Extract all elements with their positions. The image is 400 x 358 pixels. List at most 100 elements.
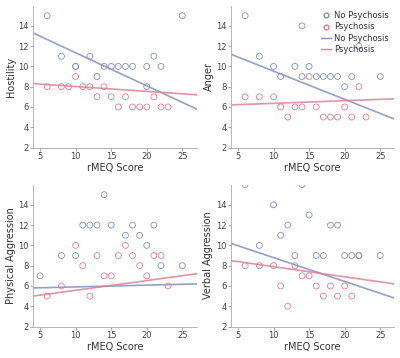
Point	[256, 263, 262, 268]
Point	[129, 222, 136, 228]
Point	[108, 94, 114, 100]
Point	[129, 63, 136, 69]
Point	[292, 104, 298, 110]
Point	[320, 114, 326, 120]
Point	[313, 74, 320, 79]
Point	[179, 13, 186, 19]
Point	[334, 222, 341, 228]
Point	[122, 63, 129, 69]
Y-axis label: Verbal Aggression: Verbal Aggression	[204, 212, 214, 299]
Point	[72, 74, 79, 79]
Point	[101, 84, 107, 90]
Point	[87, 222, 93, 228]
Point	[313, 283, 320, 289]
Point	[348, 293, 355, 299]
X-axis label: rMEQ Score: rMEQ Score	[86, 343, 143, 352]
Point	[327, 222, 334, 228]
Point	[80, 263, 86, 268]
Point	[327, 74, 334, 79]
Point	[313, 104, 320, 110]
Point	[144, 84, 150, 90]
Point	[151, 94, 157, 100]
Point	[158, 263, 164, 268]
Point	[284, 222, 291, 228]
Point	[342, 283, 348, 289]
Point	[94, 222, 100, 228]
Point	[299, 74, 305, 79]
Point	[320, 253, 326, 258]
Point	[334, 74, 341, 79]
Point	[136, 232, 143, 238]
Point	[299, 182, 305, 188]
Point	[151, 53, 157, 59]
Point	[270, 63, 277, 69]
Point	[320, 74, 326, 79]
Point	[284, 114, 291, 120]
Point	[242, 182, 248, 188]
Point	[306, 212, 312, 218]
Point	[44, 293, 50, 299]
Point	[278, 283, 284, 289]
Point	[334, 114, 341, 120]
Point	[348, 114, 355, 120]
Point	[58, 283, 65, 289]
Point	[115, 104, 122, 110]
X-axis label: rMEQ Score: rMEQ Score	[284, 343, 341, 352]
Point	[37, 273, 43, 279]
Point	[108, 222, 114, 228]
Point	[179, 263, 186, 268]
Y-axis label: Physical Aggression: Physical Aggression	[6, 207, 16, 304]
Point	[144, 242, 150, 248]
Point	[299, 104, 305, 110]
Point	[72, 242, 79, 248]
Point	[122, 94, 129, 100]
Point	[270, 263, 277, 268]
Point	[342, 104, 348, 110]
Point	[278, 74, 284, 79]
Point	[72, 63, 79, 69]
Point	[158, 253, 164, 258]
Point	[348, 253, 355, 258]
Point	[270, 202, 277, 208]
Point	[122, 232, 129, 238]
Point	[101, 273, 107, 279]
Legend: No Psychosis, Psychosis, No Psychosis, Psychosis: No Psychosis, Psychosis, No Psychosis, P…	[320, 10, 390, 55]
Point	[278, 232, 284, 238]
Point	[356, 43, 362, 49]
Point	[80, 222, 86, 228]
Point	[242, 13, 248, 19]
Point	[144, 273, 150, 279]
Point	[292, 263, 298, 268]
Point	[58, 53, 65, 59]
Point	[242, 94, 248, 100]
Point	[327, 283, 334, 289]
Point	[80, 84, 86, 90]
Point	[58, 84, 65, 90]
Point	[165, 104, 171, 110]
Point	[136, 263, 143, 268]
Y-axis label: Anger: Anger	[204, 62, 214, 91]
Point	[44, 13, 50, 19]
Point	[348, 74, 355, 79]
Point	[87, 53, 93, 59]
Point	[313, 253, 320, 258]
Point	[356, 84, 362, 90]
Point	[115, 253, 122, 258]
Point	[101, 63, 107, 69]
Point	[356, 253, 362, 258]
Point	[270, 94, 277, 100]
Point	[144, 104, 150, 110]
Point	[101, 192, 107, 198]
Point	[65, 84, 72, 90]
Point	[94, 94, 100, 100]
X-axis label: rMEQ Score: rMEQ Score	[284, 164, 341, 173]
Point	[377, 74, 384, 79]
Point	[342, 253, 348, 258]
Point	[377, 253, 384, 258]
Point	[58, 253, 65, 258]
Point	[165, 283, 171, 289]
Point	[151, 222, 157, 228]
Point	[108, 63, 114, 69]
Point	[136, 104, 143, 110]
Point	[44, 84, 50, 90]
